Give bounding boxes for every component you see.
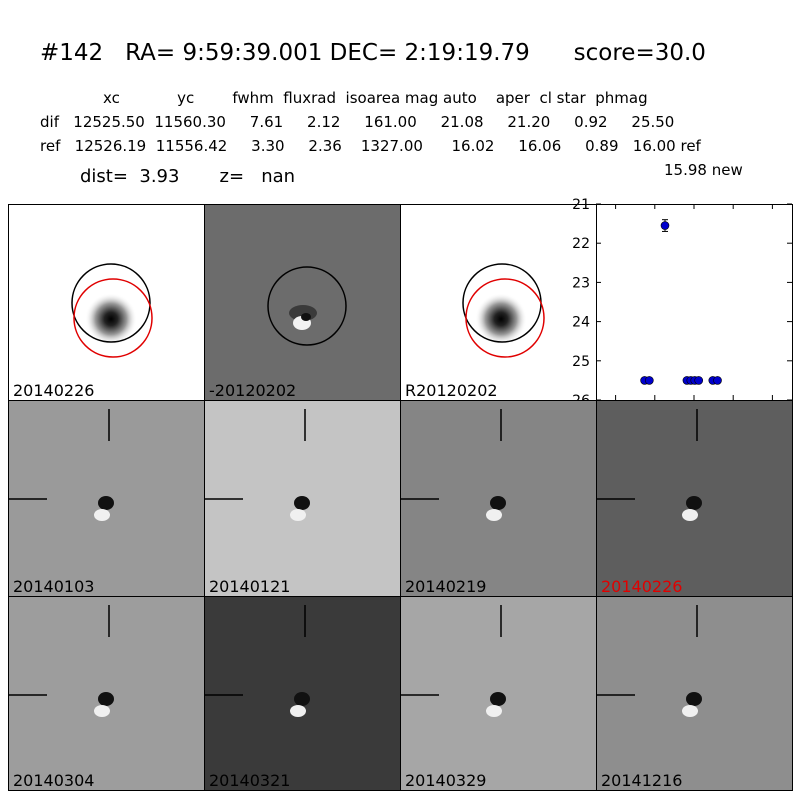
- y-tick-label: 22: [572, 236, 590, 252]
- stamp-label: 20140321: [209, 771, 291, 790]
- epoch-stamp-image: [9, 597, 204, 790]
- epoch-stamp: 20140321: [204, 596, 401, 791]
- epoch-stamp: 20140121: [204, 400, 401, 597]
- stamp-diff-image: [205, 205, 400, 400]
- stamp-label: 20140219: [405, 577, 487, 596]
- y-tick-label: 24: [572, 315, 590, 331]
- column-headers: xc yc fwhm fluxrad isoarea mag auto aper…: [103, 89, 648, 107]
- stamp-label: 20140121: [209, 577, 291, 596]
- stamp-label: 20140329: [405, 771, 487, 790]
- new-mag-row: 15.98 new: [664, 161, 743, 179]
- epoch-stamp-image: [9, 401, 204, 596]
- ref-row: ref 12526.19 11556.42 3.30 2.36 1327.00 …: [40, 137, 701, 155]
- stamp-reference-image: [401, 205, 596, 400]
- stamp-new: 20140226: [8, 204, 205, 401]
- stamp-reference: R20120202: [400, 204, 597, 401]
- epoch-stamp: 20141216: [596, 596, 793, 791]
- stamp-label: 20140226: [601, 577, 683, 596]
- stamp-label: 20140226: [13, 381, 95, 400]
- y-tick-label: 23: [572, 275, 590, 291]
- data-point: [713, 376, 722, 385]
- epoch-stamp: 20140304: [8, 596, 205, 791]
- epoch-stamp-image: [597, 597, 792, 790]
- stamp-label: 20141216: [601, 771, 683, 790]
- stamp-label: R20120202: [405, 381, 498, 400]
- stamp-label: 20140103: [13, 577, 95, 596]
- epoch-stamp-image: [401, 597, 596, 790]
- stamp-new-image: [9, 205, 204, 400]
- distance-redshift-line: dist= 3.93 z= nan: [80, 166, 296, 187]
- y-tick-label: 21: [572, 197, 590, 213]
- y-tick-label: 25: [572, 354, 590, 370]
- epoch-stamp: 20140329: [400, 596, 597, 791]
- stamp-label: -20120202: [209, 381, 297, 400]
- stamp-diff: -20120202: [204, 204, 401, 401]
- dif-row: dif 12525.50 11560.30 7.61 2.12 161.00 2…: [40, 113, 675, 131]
- epoch-stamp: 20140219: [400, 400, 597, 597]
- data-point: [660, 221, 670, 230]
- data-point: [694, 376, 704, 385]
- epoch-stamp-image: [205, 401, 400, 596]
- data-point: [645, 376, 654, 385]
- epoch-stamp-image: [597, 401, 792, 596]
- epoch-stamp: 20140103: [8, 400, 205, 597]
- stamp-label: 20140304: [13, 771, 95, 790]
- light-curve-chart: 212223242526−100−50050100: [572, 197, 793, 422]
- epoch-stamp-image: [401, 401, 596, 596]
- light-curve-svg: 212223242526−100−50050100: [572, 197, 793, 422]
- epoch-stamp-image: [205, 597, 400, 790]
- chart-frame: [596, 204, 793, 401]
- candidate-title: #142 RA= 9:59:39.001 DEC= 2:19:19.79 sco…: [40, 40, 706, 66]
- epoch-stamp: 20140226: [596, 400, 793, 597]
